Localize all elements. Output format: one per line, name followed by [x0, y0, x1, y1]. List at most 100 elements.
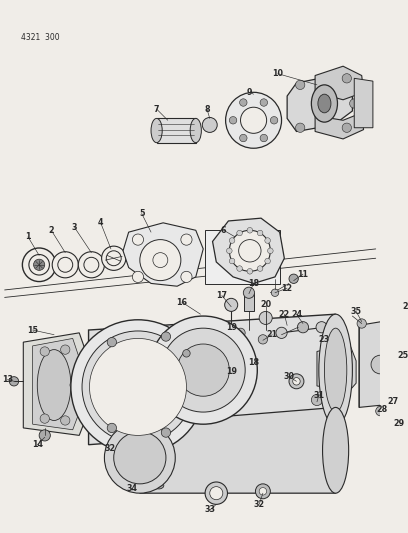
Text: 28: 28 [377, 405, 388, 414]
Circle shape [265, 259, 271, 264]
Text: 8: 8 [204, 104, 210, 114]
Circle shape [297, 321, 308, 333]
Circle shape [295, 123, 305, 132]
Circle shape [328, 362, 343, 377]
Circle shape [107, 423, 117, 433]
Ellipse shape [37, 350, 71, 421]
Circle shape [371, 355, 390, 374]
Circle shape [226, 92, 282, 148]
Circle shape [181, 234, 192, 245]
Polygon shape [140, 407, 336, 493]
Text: 10: 10 [272, 69, 283, 78]
Circle shape [40, 347, 49, 356]
Circle shape [247, 269, 253, 274]
Circle shape [102, 246, 126, 270]
Text: 31: 31 [313, 391, 324, 400]
Text: 32: 32 [104, 444, 115, 453]
Circle shape [392, 412, 401, 422]
Circle shape [357, 319, 366, 328]
Text: 16: 16 [176, 297, 187, 306]
Text: 18: 18 [248, 279, 259, 288]
Text: 18: 18 [248, 358, 259, 367]
Bar [244, 367, 253, 382]
Circle shape [202, 117, 217, 132]
Circle shape [225, 298, 238, 311]
Text: 2: 2 [49, 226, 54, 235]
Circle shape [260, 134, 268, 142]
Circle shape [239, 240, 261, 262]
Circle shape [39, 430, 50, 441]
Circle shape [82, 331, 194, 443]
Text: 11: 11 [297, 270, 308, 279]
Text: 7: 7 [154, 104, 160, 114]
Circle shape [29, 255, 49, 275]
Circle shape [259, 311, 272, 325]
Circle shape [161, 428, 171, 437]
Text: 21: 21 [267, 330, 278, 339]
Circle shape [265, 238, 271, 244]
Circle shape [52, 252, 78, 278]
Circle shape [244, 362, 253, 372]
Text: 9: 9 [247, 88, 253, 97]
Circle shape [271, 117, 278, 124]
Ellipse shape [190, 118, 202, 143]
Text: 13: 13 [2, 375, 13, 384]
Polygon shape [315, 113, 364, 139]
Text: 20: 20 [260, 301, 271, 309]
Circle shape [259, 488, 266, 495]
Circle shape [236, 372, 245, 381]
Circle shape [9, 377, 19, 386]
Circle shape [149, 316, 257, 424]
Text: 4: 4 [98, 219, 104, 228]
Circle shape [239, 99, 247, 106]
Circle shape [311, 394, 323, 406]
Text: 35: 35 [350, 307, 361, 316]
Circle shape [241, 107, 266, 133]
Text: 22: 22 [279, 310, 290, 319]
Circle shape [58, 257, 73, 272]
Bar [157, 118, 196, 143]
Circle shape [104, 422, 175, 493]
Circle shape [289, 274, 298, 284]
Circle shape [236, 328, 245, 337]
Text: 19: 19 [226, 323, 237, 332]
Circle shape [316, 321, 327, 333]
Text: 27: 27 [388, 397, 399, 406]
Circle shape [268, 248, 273, 254]
Text: 3: 3 [72, 223, 78, 232]
Text: 17: 17 [216, 291, 227, 300]
Circle shape [237, 230, 242, 236]
Circle shape [388, 355, 399, 366]
Circle shape [247, 228, 253, 233]
Text: 6: 6 [221, 226, 226, 235]
Circle shape [228, 331, 235, 338]
Polygon shape [89, 314, 336, 445]
Circle shape [108, 357, 168, 417]
Circle shape [257, 230, 263, 236]
Text: 25: 25 [397, 351, 408, 360]
Circle shape [61, 345, 70, 354]
Polygon shape [315, 66, 364, 100]
Circle shape [243, 287, 255, 298]
Circle shape [107, 337, 117, 347]
Circle shape [22, 248, 56, 281]
Ellipse shape [311, 85, 337, 122]
Text: 34: 34 [127, 484, 138, 493]
Circle shape [258, 335, 268, 344]
Circle shape [239, 134, 247, 142]
Circle shape [255, 484, 271, 499]
Circle shape [289, 374, 304, 389]
Circle shape [276, 327, 287, 338]
Text: 14: 14 [32, 440, 43, 449]
Polygon shape [354, 78, 373, 128]
Circle shape [61, 416, 70, 425]
Circle shape [376, 407, 385, 416]
Polygon shape [359, 321, 401, 407]
Text: 5: 5 [139, 209, 144, 218]
Bar [244, 293, 253, 311]
Circle shape [161, 328, 245, 412]
Ellipse shape [323, 407, 349, 493]
Circle shape [385, 400, 395, 409]
Circle shape [78, 252, 104, 278]
Circle shape [226, 248, 232, 254]
